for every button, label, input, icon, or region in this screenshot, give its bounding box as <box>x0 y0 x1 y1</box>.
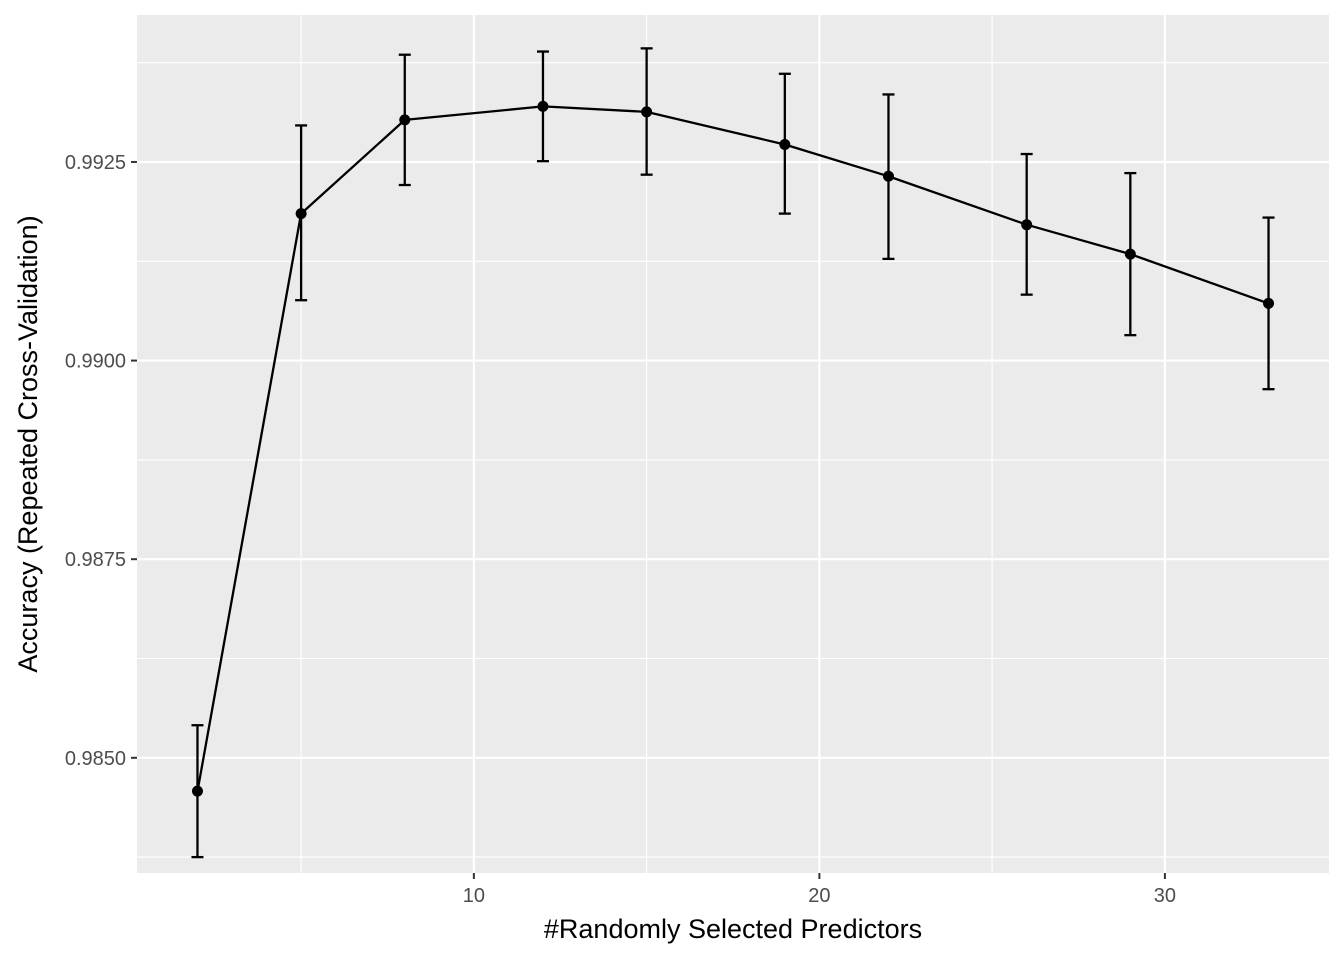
data-point <box>882 170 894 182</box>
series-line <box>196 105 1269 792</box>
x-axis-title: #Randomly Selected Predictors <box>544 914 922 944</box>
x-tick-label: 20 <box>808 885 830 907</box>
data-point <box>779 138 791 150</box>
data-point <box>1124 248 1136 260</box>
x-tick-label: 10 <box>463 885 485 907</box>
x-tick-label: 30 <box>1154 885 1176 907</box>
y-tick-label: 0.9900 <box>65 351 126 373</box>
data-point <box>537 100 549 112</box>
major-gridlines <box>137 15 1329 873</box>
plot-panel <box>137 15 1329 873</box>
data-point <box>1263 297 1275 309</box>
y-axis-title: Accuracy (Repeated Cross-Validation) <box>13 215 43 672</box>
data-point <box>641 106 653 118</box>
series-layer <box>191 47 1275 859</box>
y-tick-label: 0.9925 <box>65 152 126 174</box>
data-point <box>1021 219 1033 231</box>
y-tick-label: 0.9850 <box>65 748 126 770</box>
y-axis: 0.9850 0.9875 0.9900 0.9925 <box>65 152 137 770</box>
x-axis: 10 20 30 <box>463 873 1176 907</box>
y-tick-label: 0.9875 <box>65 549 126 571</box>
data-point <box>399 114 411 126</box>
data-point <box>191 785 203 797</box>
data-point <box>295 208 307 220</box>
